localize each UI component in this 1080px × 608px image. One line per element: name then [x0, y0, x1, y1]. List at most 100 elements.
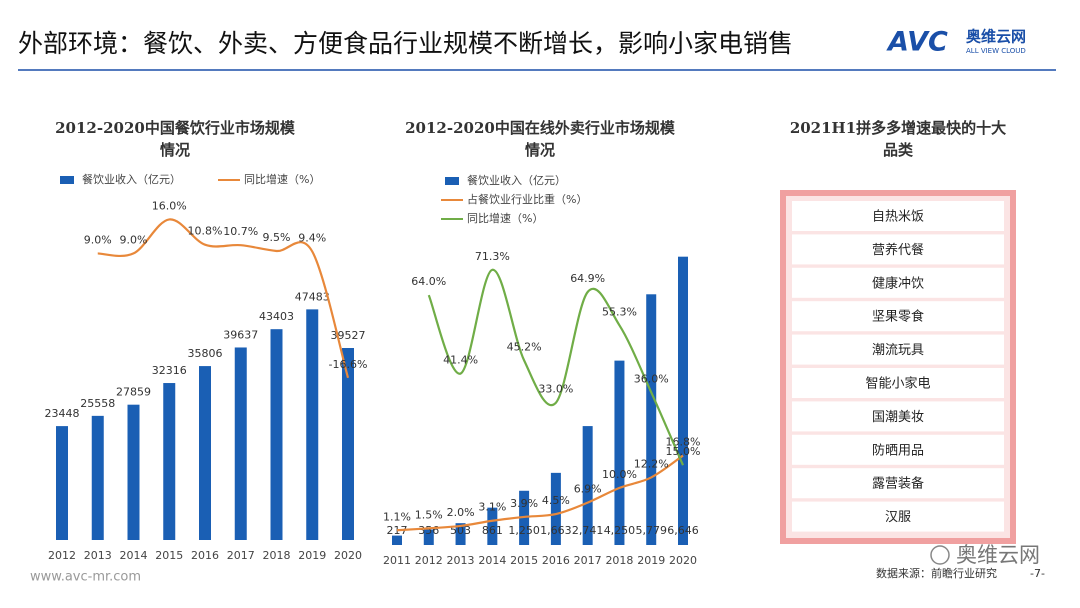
- list-row: [792, 401, 1004, 432]
- bar: [342, 348, 354, 540]
- list-row: [792, 468, 1004, 499]
- bar: [550, 472, 561, 545]
- x-tick-label: 2013: [84, 549, 112, 562]
- data-label: 9.5%: [263, 231, 291, 244]
- x-tick-label: 2014: [120, 549, 148, 562]
- data-label: 9.4%: [298, 231, 326, 244]
- data-label: 15.0%: [666, 445, 701, 458]
- website: www.avc-mr.com: [30, 570, 141, 585]
- chart-title: 2012-2020中国在线外卖行业市场规模情况: [405, 119, 675, 159]
- x-tick-label: 2018: [605, 554, 633, 567]
- data-label: 12.2%: [634, 457, 669, 470]
- x-tick-label: 2019: [637, 554, 665, 567]
- bar: [392, 535, 402, 545]
- x-tick-label: 2017: [227, 549, 255, 562]
- x-tick-label: 2020: [334, 549, 362, 562]
- bar: [234, 347, 247, 540]
- logo-cn: 奥维云网: [966, 28, 1026, 46]
- list-row: [792, 267, 1004, 298]
- list-item: 国潮美妆: [872, 410, 924, 425]
- legend-label: 占餐饮业行业比重（%）: [467, 192, 587, 206]
- data-label: 64.9%: [570, 272, 605, 285]
- list-row: [792, 368, 1004, 398]
- list-row: [792, 201, 1004, 231]
- data-label: 1.1%: [383, 510, 411, 523]
- data-label: 35806: [188, 347, 223, 360]
- data-label: 36.0%: [634, 372, 669, 385]
- x-tick-label: 2017: [574, 554, 602, 567]
- list-item: 健康冲饮: [872, 275, 924, 291]
- bar: [270, 329, 283, 540]
- data-label: 2.0%: [447, 506, 475, 519]
- bar: [678, 256, 688, 545]
- data-label: 25558: [80, 397, 115, 410]
- data-label: 10.8%: [188, 225, 223, 238]
- list-item: 汉服: [885, 510, 911, 525]
- x-tick-label: 2011: [383, 554, 411, 567]
- data-label: 6.9%: [574, 483, 602, 496]
- bar: [199, 366, 211, 540]
- list-item: 坚果零食: [872, 309, 924, 325]
- list-row: [792, 234, 1004, 265]
- bar: [163, 383, 176, 540]
- data-label: 23448: [45, 407, 80, 420]
- data-label: 64.0%: [411, 275, 446, 288]
- data-label: 3.1%: [478, 501, 506, 514]
- x-tick-label: 2015: [510, 554, 538, 567]
- data-label: 47483: [295, 290, 330, 303]
- data-label: 4.5%: [542, 494, 570, 507]
- list-item: 露营装备: [872, 476, 924, 492]
- logo: AVC: [886, 27, 948, 58]
- line: [427, 268, 685, 466]
- source: 数据来源：前瞻行业研究: [876, 566, 997, 580]
- data-label: 45.2%: [507, 340, 542, 353]
- legend-label: 餐饮业收入（亿元）: [82, 172, 181, 186]
- x-tick-label: 2016: [191, 549, 219, 562]
- data-label: -16.6%: [329, 358, 368, 371]
- list-row: [792, 501, 1004, 532]
- list-item: 防晒用品: [872, 442, 924, 458]
- bar: [455, 523, 466, 545]
- bar: [56, 426, 68, 540]
- data-label: 71.3%: [475, 250, 510, 263]
- data-label: 33.0%: [538, 383, 573, 396]
- list-row: [792, 301, 1004, 332]
- bar: [306, 309, 319, 540]
- data-label: 43403: [259, 310, 294, 323]
- bar: [487, 507, 498, 545]
- list-row: [792, 434, 1004, 465]
- logo-en: ALL VIEW CLOUD: [966, 47, 1026, 55]
- legend-swatch: [60, 176, 74, 184]
- x-tick-label: 2015: [155, 549, 183, 562]
- page-number: -7-: [1030, 567, 1045, 580]
- data-label: 10.0%: [602, 468, 637, 481]
- data-label: 1,250: [508, 524, 540, 537]
- watermark: 奥维云网: [956, 543, 1040, 567]
- bar: [91, 415, 104, 540]
- list-item: 营养代餐: [872, 242, 924, 258]
- data-label: 41.4%: [443, 354, 478, 367]
- line: [396, 454, 684, 532]
- data-label: 27859: [116, 386, 151, 399]
- x-tick-label: 2018: [263, 549, 291, 562]
- bar: [423, 529, 434, 545]
- x-tick-label: 2012: [48, 549, 76, 562]
- data-label: 3.9%: [510, 497, 538, 510]
- data-label: 217: [387, 524, 408, 537]
- data-label: 356: [418, 524, 439, 537]
- watermark-icon: [930, 545, 950, 565]
- x-tick-label: 2020: [669, 554, 697, 567]
- data-label: 861: [482, 524, 503, 537]
- x-tick-label: 2016: [542, 554, 570, 567]
- legend-label: 同比增速（%）: [244, 172, 320, 186]
- data-label: 55.3%: [602, 305, 637, 318]
- legend-swatch: [445, 177, 459, 185]
- bar: [614, 360, 625, 545]
- list-item: 智能小家电: [865, 376, 930, 392]
- data-label: 1.5%: [415, 508, 443, 521]
- data-label: 9.0%: [120, 233, 148, 246]
- data-label: 4,250: [604, 524, 636, 537]
- data-label: 1,663: [540, 524, 572, 537]
